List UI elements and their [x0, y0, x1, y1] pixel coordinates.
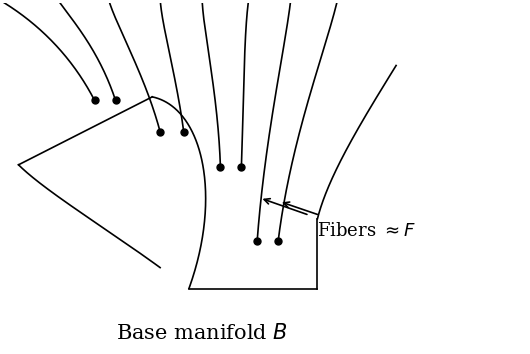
Text: Fibers $\approx F$: Fibers $\approx F$ — [317, 222, 416, 240]
Text: Base manifold $B$: Base manifold $B$ — [116, 322, 288, 343]
